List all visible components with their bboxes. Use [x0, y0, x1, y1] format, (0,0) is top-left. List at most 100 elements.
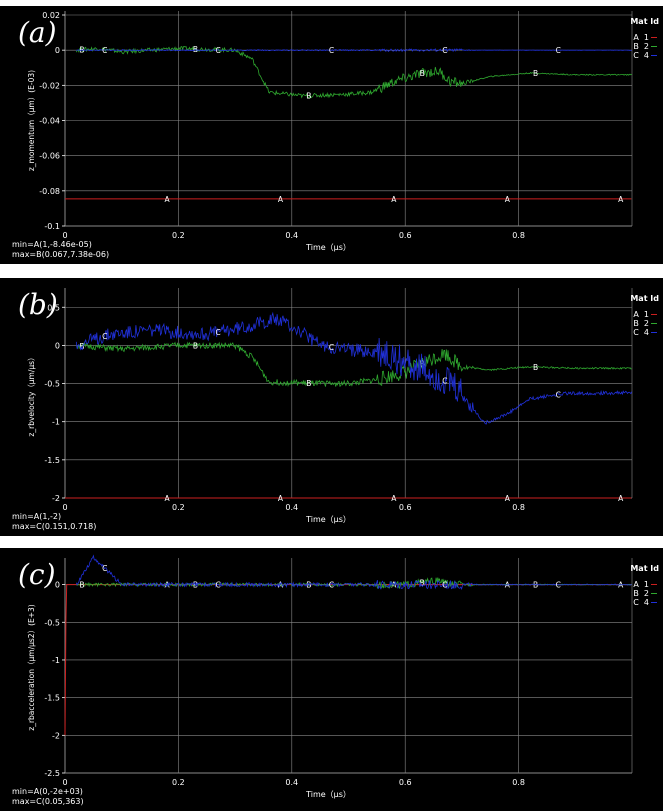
x-tick-label: 0.8	[512, 231, 525, 240]
series-b-marker: B	[420, 69, 425, 78]
series-c-line	[76, 48, 632, 53]
series-b-line	[75, 45, 632, 99]
series-b-marker: B	[306, 379, 311, 388]
series-a-marker: A	[618, 195, 624, 204]
legend-entry-a: A 1	[633, 310, 657, 319]
max-readout: max=C(0.05,363)	[12, 797, 84, 806]
x-tick-label: 0.4	[285, 231, 298, 240]
panel-a: (a) 0 0.2 0.4 0.6 0.8 0.02 0 -0.02 -0.04 -0.06 -0.0…	[0, 6, 663, 264]
min-readout: min=A(1,-2)	[12, 512, 62, 521]
y-tick-label: -1.5	[44, 456, 60, 465]
legend-swatch	[651, 323, 657, 324]
series-c-marker: C	[442, 581, 447, 590]
series-a-marker: A	[505, 195, 511, 204]
series-a-marker: A	[618, 494, 624, 503]
max-readout: max=B(0.067,7.38e-06)	[12, 250, 110, 259]
series-c-marker: C	[556, 581, 561, 590]
series-c-marker: C	[442, 377, 447, 386]
max-readout: max=C(0.151,0.718)	[12, 522, 97, 531]
y-axis-label: z_rbvelocity（μm/μs）	[27, 353, 36, 436]
legend-title: Mat Id	[630, 17, 659, 26]
legend-swatch	[651, 584, 657, 585]
series-a-marker: A	[164, 494, 170, 503]
legend-swatch	[651, 602, 657, 603]
series-c-marker: C	[329, 343, 334, 352]
series-b-line	[76, 577, 632, 590]
series-b-marker: B	[533, 69, 538, 78]
legend-entry-a: A 1	[633, 580, 657, 589]
series-c-marker: C	[102, 46, 107, 55]
series-a-marker: A	[391, 494, 397, 503]
series-c-marker: C	[102, 564, 107, 573]
chart-svg: 0 0.2 0.4 0.6 0.8 0 -0.5 -1 -1.5 -2 -2.5 Time（μs） z_…	[27, 554, 633, 799]
panel-b: (b) 0 0.2 0.4 0.6 0.8 0.5 0 -0.5 -1 -1.5 -2 Time（μs）…	[0, 278, 663, 536]
series-c-marker: C	[329, 46, 334, 55]
y-tick-label: -0.04	[39, 117, 60, 126]
x-tick-label: 0.6	[399, 503, 412, 512]
legend-swatch	[651, 332, 657, 333]
legend-swatch	[651, 46, 657, 47]
y-tick-label: -0.5	[44, 618, 60, 627]
series-c-marker: C	[556, 390, 561, 399]
legend-entry-c: C 4	[633, 51, 657, 60]
series-a-marker: A	[164, 195, 170, 204]
series-c-marker: C	[215, 328, 220, 337]
y-tick-label: 0	[55, 581, 60, 590]
x-axis-label: Time（μs）	[305, 243, 351, 252]
series-a-marker: A	[391, 195, 397, 204]
series-a-marker: A	[278, 195, 284, 204]
y-axis-label: z_momentum（μm）(E-03)	[27, 70, 36, 171]
x-tick-label: 0.2	[172, 778, 185, 787]
legend-entry-c: C 4	[633, 328, 657, 337]
series-b-marker: B	[79, 342, 84, 351]
y-tick-label: -1	[52, 418, 60, 427]
series-c-line	[75, 554, 632, 591]
x-tick-label: 0.4	[285, 778, 298, 787]
series-b-line	[76, 341, 632, 388]
legend-swatch	[651, 55, 657, 56]
legend-entry-c: C 4	[633, 598, 657, 607]
y-tick-label: -2.5	[44, 769, 60, 778]
x-tick-label: 0.6	[399, 778, 412, 787]
min-readout: min=A(0,-2e+03)	[12, 787, 83, 796]
y-tick-label: -2	[52, 731, 60, 740]
y-tick-label: -1	[52, 656, 60, 665]
chart-svg: 0 0.2 0.4 0.6 0.8 0.5 0 -0.5 -1 -1.5 -2 Time（μs） z_r…	[27, 288, 633, 524]
panel-c: (c) 0 0.2 0.4 0.6 0.8 0 -0.5 -1 -1.5 -2 -2.5 Time（μs…	[0, 548, 663, 811]
series-c-marker: C	[442, 46, 447, 55]
x-axis-label: Time（μs）	[305, 515, 351, 524]
series-c-marker: C	[556, 46, 561, 55]
legend-title: Mat Id	[630, 564, 659, 573]
series-b-marker: B	[193, 341, 198, 350]
min-readout: min=A(1,-8.46e-05)	[12, 240, 92, 249]
panel-label: (c)	[18, 558, 56, 591]
chart-svg: 0 0.2 0.4 0.6 0.8 0.02 0 -0.02 -0.04 -0.06 -0.08 -0…	[27, 11, 633, 252]
legend-entry-b: B 2	[633, 42, 657, 51]
x-tick-label: 0	[62, 231, 67, 240]
legend-swatch	[651, 593, 657, 594]
x-tick-label: 0.8	[512, 503, 525, 512]
legend-swatch	[651, 37, 657, 38]
y-tick-label: 0	[55, 46, 60, 55]
legend-entry-b: B 2	[633, 319, 657, 328]
y-axis-label: z_rbacceleration（μm/μs2）(E+3)	[27, 604, 36, 731]
x-tick-label: 0.2	[172, 231, 185, 240]
x-tick-label: 0.2	[172, 503, 185, 512]
y-tick-label: 0.02	[42, 11, 60, 20]
y-tick-label: -0.5	[44, 380, 60, 389]
series-a-marker: A	[505, 494, 511, 503]
x-tick-label: 0	[62, 503, 67, 512]
y-tick-label: -2	[52, 494, 60, 503]
legend-entry-b: B 2	[633, 589, 657, 598]
series-c-marker: C	[102, 332, 107, 341]
series-c-marker: C	[215, 581, 220, 590]
panel-label: (a)	[18, 16, 57, 49]
x-tick-label: 0.6	[399, 231, 412, 240]
x-tick-label: 0.8	[512, 778, 525, 787]
series-b-marker: B	[306, 92, 311, 101]
y-tick-label: -0.08	[39, 187, 60, 196]
x-tick-label: 0	[62, 778, 67, 787]
legend-title: Mat Id	[630, 294, 659, 303]
series-c-marker: C	[215, 46, 220, 55]
series-b-marker: B	[420, 579, 425, 588]
